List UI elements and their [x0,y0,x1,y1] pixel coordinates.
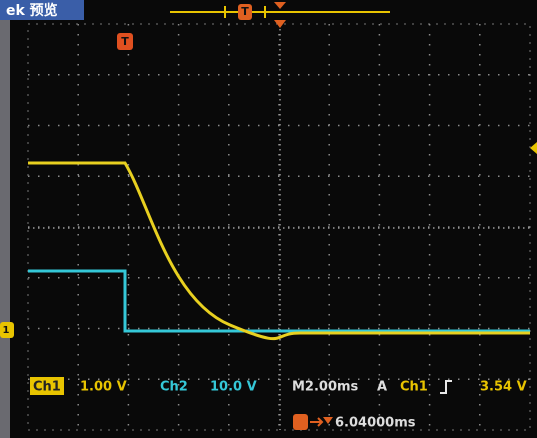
trigger-arrow [274,2,286,9]
ch2-label: Ch2 [160,380,188,395]
trigger-arrow [274,20,286,28]
title-box [0,0,84,20]
ch2-trace [28,269,530,333]
trigger-slope-icon [440,380,452,394]
ch1-label: Ch1 [33,380,61,395]
trigger-offset-arrow [323,417,333,424]
ch1-label-box [30,377,64,395]
ch1-ground-label: 1 [3,325,10,336]
graticule [27,23,531,431]
grid [28,24,530,430]
trigger-offset-icon [293,414,308,430]
trigger-source: Ch1 [400,380,428,395]
trigger-level-marker [530,142,537,154]
timebase: M2.00ms [292,380,359,395]
graticule-border [27,23,531,431]
ch1-trace [28,161,530,341]
bezel [0,0,10,438]
trigger-offset-arrow [310,417,324,427]
ch2-scale: 10.0 V [210,380,257,395]
trigger-position-label: T [121,35,129,48]
trigger-marker [238,4,252,20]
trigger-mode: A [377,380,387,395]
ch1-scale: 1.00 V [80,380,127,395]
trigger-position-marker [117,33,133,50]
trigger-offset: 6.04000ms [335,416,416,431]
title: ek 预览 [6,2,58,19]
trigger-level: 3.54 V [480,380,527,395]
ch1-ground-marker [0,322,14,338]
trigger-marker-label: T [241,5,249,18]
